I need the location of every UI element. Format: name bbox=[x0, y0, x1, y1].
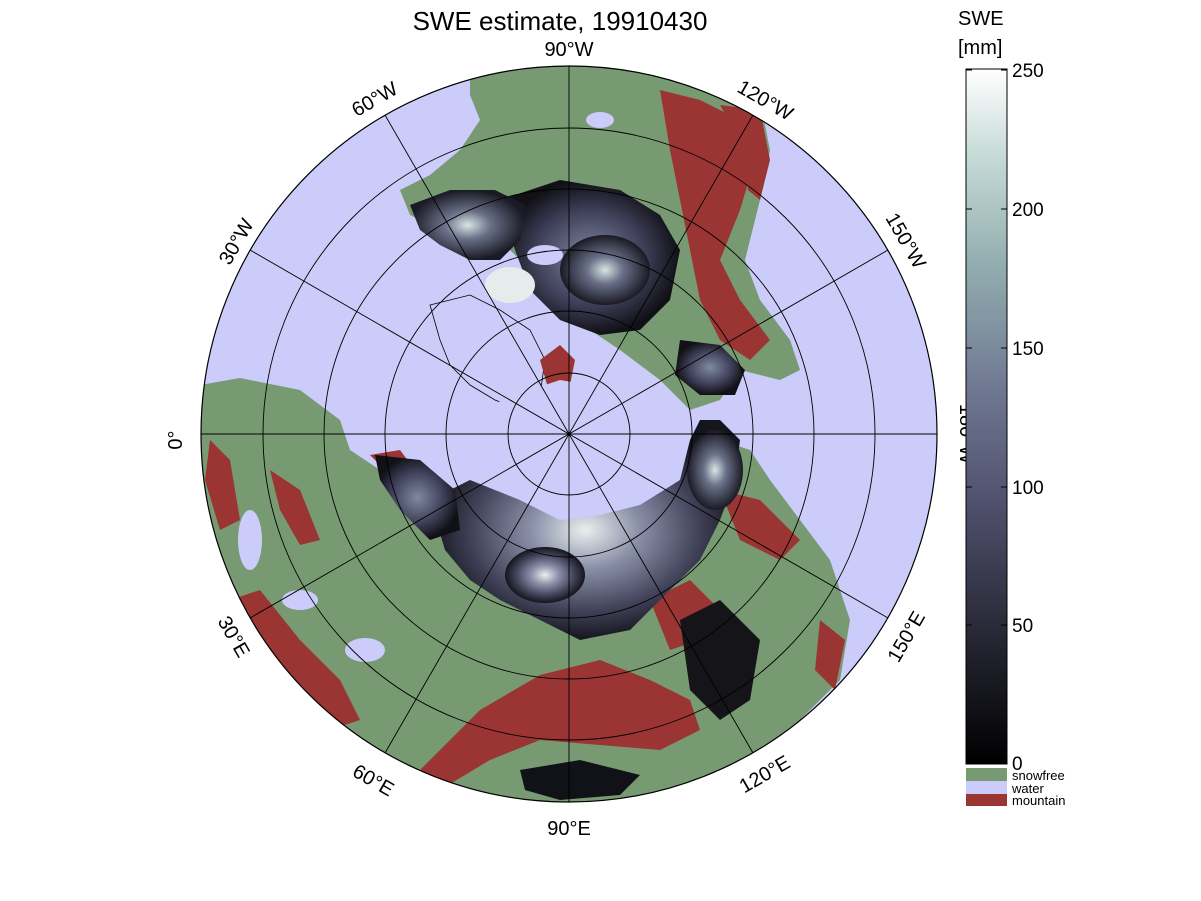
legend-label-water: water bbox=[1011, 781, 1044, 796]
legend-swatch-water bbox=[966, 781, 1007, 794]
snow-layer bbox=[375, 180, 760, 800]
colorbar-tick-150: 150 bbox=[1012, 339, 1044, 360]
snow-far-east bbox=[680, 600, 760, 720]
lon-label-150e: 150°E bbox=[884, 608, 930, 666]
graticule bbox=[200, 65, 938, 803]
colorbar-title-line2: [mm] bbox=[958, 37, 1002, 59]
legend-label-snowfree: snowfree bbox=[1012, 768, 1065, 783]
polar-map bbox=[200, 65, 938, 803]
snow-china-patches bbox=[520, 760, 640, 800]
snow-greenland-edge bbox=[485, 267, 535, 303]
colorbar-gradient bbox=[965, 68, 1008, 765]
lon-label-60e: 60°E bbox=[349, 760, 398, 801]
snow-central-siberia-peak bbox=[505, 547, 585, 603]
snow-scandinavia bbox=[375, 455, 460, 540]
colorbar-tick-200: 200 bbox=[1012, 200, 1044, 221]
legend-label-mountain: mountain bbox=[1012, 793, 1065, 808]
snow-east-siberia bbox=[687, 430, 743, 510]
lon-label-0: 0° bbox=[165, 430, 187, 449]
lon-label-30e: 30°E bbox=[213, 613, 254, 662]
colorbar-ticks bbox=[966, 69, 1007, 626]
snow-hudson-bay bbox=[560, 235, 650, 305]
lon-label-90w: 90°W bbox=[544, 39, 593, 61]
colorbar-tick-50: 50 bbox=[1012, 616, 1033, 637]
map-title: SWE estimate, 19910430 bbox=[413, 6, 708, 36]
snow-siberia bbox=[430, 420, 740, 640]
category-legend: snowfree water mountain bbox=[966, 768, 1065, 808]
lon-label-120e: 120°E bbox=[736, 752, 794, 798]
lon-label-90e: 90°E bbox=[547, 818, 591, 840]
colorbar-title-line1: SWE bbox=[958, 8, 1004, 30]
mountain-layer bbox=[205, 90, 845, 790]
colorbar-tick-100: 100 bbox=[1012, 478, 1044, 499]
legend-swatch-snowfree bbox=[966, 768, 1007, 781]
legend-swatch-mountain bbox=[966, 794, 1007, 806]
colorbar-tick-0: 0 bbox=[1012, 754, 1023, 775]
snow-alaska bbox=[675, 340, 745, 395]
colorbar: SWE [mm] 250 200 150 100 50 0 bbox=[958, 8, 1044, 775]
colorbar-tick-250: 250 bbox=[1012, 61, 1044, 82]
